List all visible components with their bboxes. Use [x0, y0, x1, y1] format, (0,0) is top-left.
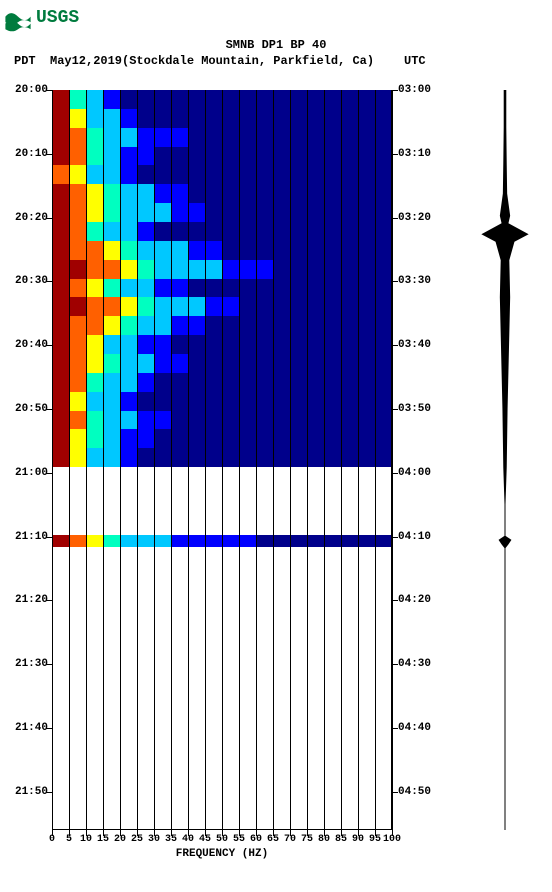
xtick: 15 — [97, 834, 109, 845]
x-axis-label: FREQUENCY (HZ) — [52, 848, 392, 860]
xtick: 70 — [284, 834, 296, 845]
xtick: 10 — [80, 834, 92, 845]
ytick-utc: 04:40 — [398, 722, 431, 734]
xtick: 30 — [148, 834, 160, 845]
ytick-pdt: 21:10 — [15, 531, 48, 543]
ytick-utc: 03:50 — [398, 403, 431, 415]
xtick: 50 — [216, 834, 228, 845]
spectrogram-plot: 20:0003:0020:1003:1020:2003:2020:3003:30… — [52, 90, 392, 830]
pdt-label: PDT — [14, 54, 36, 68]
logo-text: USGS — [36, 8, 79, 28]
ytick-utc: 03:40 — [398, 339, 431, 351]
xtick: 20 — [114, 834, 126, 845]
xtick: 35 — [165, 834, 177, 845]
plot-frame — [52, 90, 392, 830]
ytick-pdt: 21:20 — [15, 594, 48, 606]
xtick: 95 — [369, 834, 381, 845]
xtick: 0 — [49, 834, 55, 845]
ytick-utc: 04:10 — [398, 531, 431, 543]
ytick-pdt: 21:00 — [15, 467, 48, 479]
xtick: 85 — [335, 834, 347, 845]
usgs-logo: USGS — [4, 4, 79, 32]
ytick-pdt: 20:30 — [15, 275, 48, 287]
ytick-pdt: 21:40 — [15, 722, 48, 734]
waveform-panel — [462, 90, 548, 830]
xtick: 90 — [352, 834, 364, 845]
utc-label: UTC — [404, 54, 426, 68]
ytick-utc: 04:20 — [398, 594, 431, 606]
ytick-utc: 04:00 — [398, 467, 431, 479]
ytick-pdt: 20:20 — [15, 212, 48, 224]
usgs-wave-icon — [4, 4, 32, 32]
ytick-pdt: 20:50 — [15, 403, 48, 415]
xtick: 45 — [199, 834, 211, 845]
ytick-utc: 03:00 — [398, 84, 431, 96]
xtick: 75 — [301, 834, 313, 845]
ytick-pdt: 20:00 — [15, 84, 48, 96]
ytick-utc: 03:10 — [398, 148, 431, 160]
ytick-pdt: 21:50 — [15, 786, 48, 798]
xtick: 25 — [131, 834, 143, 845]
xtick: 60 — [250, 834, 262, 845]
ytick-utc: 04:50 — [398, 786, 431, 798]
xtick: 5 — [66, 834, 72, 845]
xtick: 80 — [318, 834, 330, 845]
ytick-utc: 04:30 — [398, 658, 431, 670]
ytick-pdt: 21:30 — [15, 658, 48, 670]
waveform-trace — [462, 90, 548, 830]
ytick-pdt: 20:40 — [15, 339, 48, 351]
xtick: 65 — [267, 834, 279, 845]
xtick: 100 — [383, 834, 401, 845]
xtick: 55 — [233, 834, 245, 845]
xtick: 40 — [182, 834, 194, 845]
ytick-utc: 03:20 — [398, 212, 431, 224]
chart-title: SMNB DP1 BP 40 — [0, 38, 552, 52]
date-label: May12,2019(Stockdale Mountain, Parkfield… — [50, 54, 374, 68]
ytick-pdt: 20:10 — [15, 148, 48, 160]
ytick-utc: 03:30 — [398, 275, 431, 287]
